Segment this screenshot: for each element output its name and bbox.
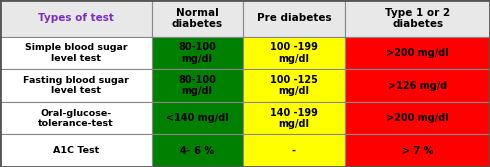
Bar (0, 37, 152, 69)
Bar (345, 69, 490, 102)
Bar (0, 134, 152, 167)
Bar (243, 69, 345, 102)
Bar (243, 37, 345, 69)
Text: > 7 %: > 7 % (402, 146, 434, 156)
Text: Pre diabetes: Pre diabetes (257, 13, 331, 23)
Bar (152, 102, 243, 134)
Bar (345, 102, 490, 134)
Text: 140 -199
mg/dl: 140 -199 mg/dl (270, 108, 318, 129)
Bar (0, 0, 152, 37)
Bar (152, 0, 243, 37)
Bar (243, 134, 345, 167)
Text: Normal
diabetes: Normal diabetes (172, 8, 223, 29)
Bar (243, 0, 345, 37)
Bar (0, 102, 152, 134)
Text: 100 -125
mg/dl: 100 -125 mg/dl (270, 75, 318, 96)
Text: <140 mg/dl: <140 mg/dl (166, 113, 229, 123)
Bar (345, 0, 490, 37)
Bar (152, 69, 243, 102)
Text: 4- 6 %: 4- 6 % (180, 146, 214, 156)
Bar (243, 102, 345, 134)
Bar (152, 134, 243, 167)
Text: 80-100
mg/dl: 80-100 mg/dl (178, 42, 216, 64)
Text: >126 mg/d: >126 mg/d (388, 81, 447, 91)
Text: Types of test: Types of test (38, 13, 114, 23)
Text: >200 mg/dl: >200 mg/dl (386, 113, 449, 123)
Text: Type 1 or 2
diabetes: Type 1 or 2 diabetes (385, 8, 450, 29)
Text: -: - (292, 146, 296, 156)
Text: Fasting blood sugar
level test: Fasting blood sugar level test (23, 76, 129, 95)
Text: Simple blood sugar
level test: Simple blood sugar level test (24, 43, 127, 63)
Text: Oral-glucose-
tolerance-test: Oral-glucose- tolerance-test (38, 109, 114, 128)
Bar (345, 134, 490, 167)
Bar (345, 37, 490, 69)
Bar (152, 37, 243, 69)
Text: 100 -199
mg/dl: 100 -199 mg/dl (270, 42, 318, 64)
Text: 80-100
mg/dl: 80-100 mg/dl (178, 75, 216, 96)
Bar (0, 69, 152, 102)
Text: A1C Test: A1C Test (53, 146, 99, 155)
Text: >200 mg/dl: >200 mg/dl (386, 48, 449, 58)
